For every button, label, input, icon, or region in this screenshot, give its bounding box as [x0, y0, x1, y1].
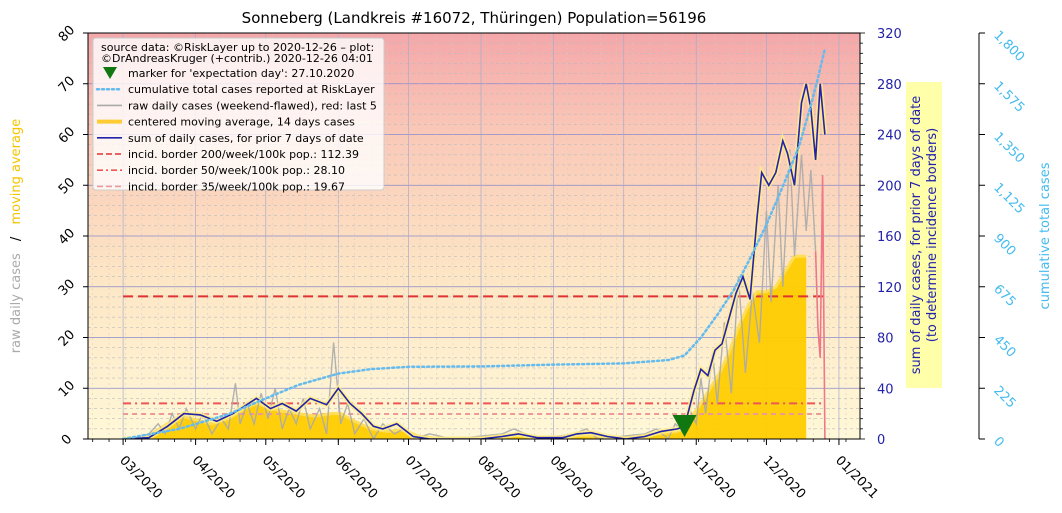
x-tick-label: 11/2020	[689, 453, 738, 502]
legend-label: raw daily cases (weekend-flawed), red: l…	[128, 99, 377, 112]
y-left-label: raw daily cases / moving average	[9, 119, 24, 353]
y-right-label-line1: sum of daily cases, for prior 7 days of …	[909, 96, 924, 375]
y-right-label-line2: (to determine incidence borders)	[925, 128, 940, 343]
legend-label: incid. border 50/week/100k pop.: 28.10	[128, 164, 345, 177]
x-tick-label: 07/2020	[402, 453, 451, 502]
y-right2-tick-label: 450	[990, 333, 1018, 361]
y-right2-tick-label: 0	[990, 434, 1006, 450]
cumulative-line	[121, 47, 827, 439]
legend-label: centered moving average, 14 days cases	[128, 116, 355, 129]
legend-entries: marker for 'expectation day': 27.10.2020…	[95, 67, 377, 193]
y-right-tick-label: 200	[877, 179, 902, 194]
expectation-day-marker	[672, 415, 697, 437]
y-right-tick-label: 0	[877, 433, 885, 448]
y-right2-tick-label: 675	[990, 282, 1018, 310]
y-right2-label: cumulative total cases	[1038, 162, 1053, 309]
y-right2-tick-label: 1,800	[990, 28, 1027, 65]
x-tick-label: 12/2020	[760, 453, 809, 502]
legend-source-line1: source data: ©RiskLayer up to 2020-12-26…	[101, 41, 374, 54]
y-left-tick-label: 20	[56, 327, 78, 349]
legend-label: sum of daily cases, for prior 7 days of …	[128, 132, 364, 145]
y-left-label-raw: raw daily cases	[9, 253, 24, 353]
y-right-tick-label: 120	[877, 281, 902, 296]
grid	[88, 33, 860, 439]
y-right2-tick-label: 1,350	[990, 130, 1027, 167]
legend-label: incid. border 35/week/100k pop.: 19.67	[128, 180, 345, 193]
y-left-tick-label: 50	[56, 175, 78, 197]
x-tick-label: 03/2020	[116, 453, 165, 502]
chart-title: Sonneberg (Landkreis #16072, Thüringen) …	[242, 9, 707, 27]
y-left-label-sep: /	[9, 236, 24, 241]
x-tick-label: 09/2020	[547, 453, 596, 502]
x-axis: 03/2020 04/2020 05/2020 06/2020 07/2020 08/20…	[92, 439, 881, 502]
y-right-tick-label: 40	[877, 382, 894, 397]
y-left-tick-label: 70	[56, 74, 78, 96]
x-tick-label: 08/2020	[474, 453, 523, 502]
y-right-tick-label: 280	[877, 78, 902, 93]
x-tick-label: 06/2020	[331, 453, 380, 502]
y-right-tick-label: 240	[877, 129, 902, 144]
legend-label: incid. border 200/week/100k pop.: 112.39	[128, 148, 359, 161]
x-tick-label: 10/2020	[617, 453, 666, 502]
y-right2-tick-label: 1,125	[990, 180, 1027, 217]
y-right2-tick-label: 225	[990, 383, 1018, 411]
legend-swatch	[103, 67, 117, 79]
y-right-tick-label: 320	[877, 27, 902, 42]
legend-label: marker for 'expectation day': 27.10.2020	[128, 67, 354, 80]
y-left-tick-label: 40	[56, 226, 78, 248]
y-left-tick-label: 10	[56, 378, 78, 400]
marker-layer	[672, 415, 697, 437]
weekly-sum-line	[123, 83, 826, 439]
raw-daily-last5-line	[814, 175, 826, 439]
y-right-tick-label: 80	[877, 332, 894, 347]
y-right2-tick-label: 900	[990, 231, 1018, 259]
y-left-tick-label: 80	[56, 23, 78, 45]
y-left-label-avg: moving average	[9, 119, 24, 225]
x-tick-label: 01/2021	[832, 453, 881, 502]
legend-source-line2: ©DrAndreasKruger (+contrib.) 2020-12-26 …	[101, 52, 373, 65]
y-axis-right: 0 40 80 120 160 200 240 280 320	[860, 27, 902, 448]
legend-box	[92, 37, 385, 191]
y-right-tick-label: 160	[877, 230, 902, 245]
x-tick-label: 04/2020	[189, 453, 238, 502]
y-left-tick-label: 0	[59, 432, 75, 448]
legend: source data: ©RiskLayer up to 2020-12-26…	[92, 37, 385, 193]
line-layer	[121, 47, 828, 439]
y-axis-cumulative: 0 225 450 675 900 1,125 1,350 1,575 1,800	[978, 28, 1027, 451]
legend-label: cumulative total cases reported at RiskL…	[128, 83, 375, 96]
y-axis-left: 0 10 20 30 40 50 60 70 80	[56, 23, 88, 448]
x-tick-label: 05/2020	[259, 453, 308, 502]
y-left-tick-label: 60	[56, 124, 78, 146]
y-right-label-box	[906, 82, 942, 388]
y-left-tick-label: 30	[56, 277, 78, 299]
y-right2-tick-label: 1,575	[990, 79, 1027, 116]
